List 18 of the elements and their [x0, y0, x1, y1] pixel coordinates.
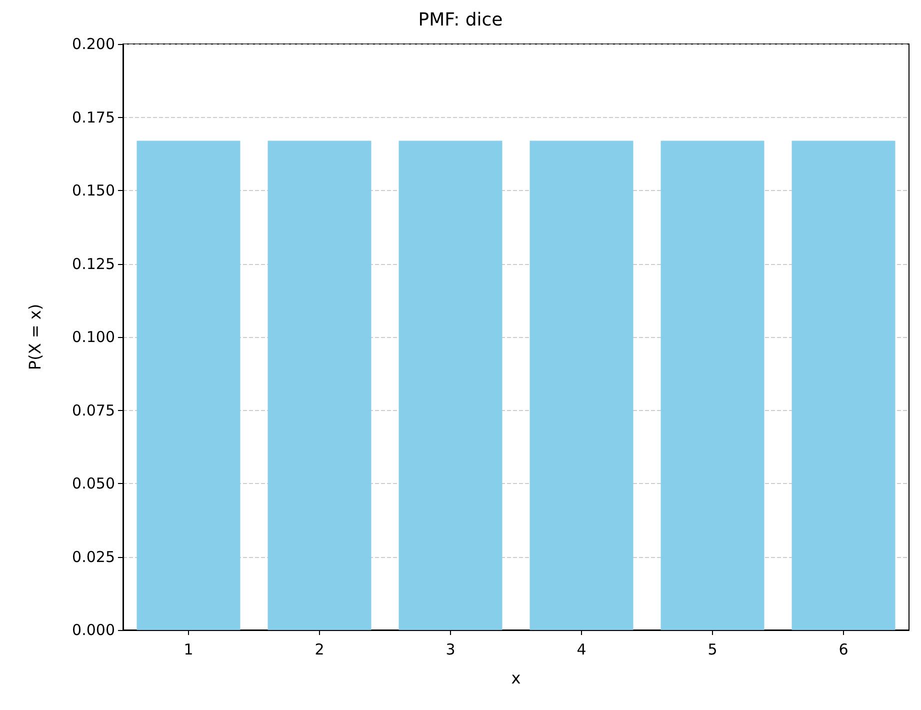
y-tick-label: 0.125 [72, 254, 115, 273]
y-tick-label: 0.075 [72, 401, 115, 420]
y-axis-title: P(X = x) [26, 304, 44, 370]
y-tick-label: 0.175 [72, 108, 115, 126]
x-axis-title: x [511, 668, 521, 688]
y-tick-label: 0.200 [72, 35, 115, 53]
chart-title: PMF: dice [418, 10, 503, 30]
y-tick-label: 0.150 [72, 182, 115, 200]
y-tick-label: 0.000 [72, 621, 115, 639]
x-tick-label: 3 [446, 640, 456, 658]
x-tick-label: 5 [708, 640, 718, 658]
x-tick-label: 4 [576, 640, 586, 658]
y-tick-label: 0.025 [72, 548, 115, 566]
x-tick-label: 1 [184, 640, 194, 658]
x-tick-label: 2 [314, 640, 324, 658]
x-tick-label: 6 [838, 640, 848, 658]
y-tick-label: 0.100 [72, 328, 115, 346]
y-tick-label: 0.050 [72, 474, 115, 492]
